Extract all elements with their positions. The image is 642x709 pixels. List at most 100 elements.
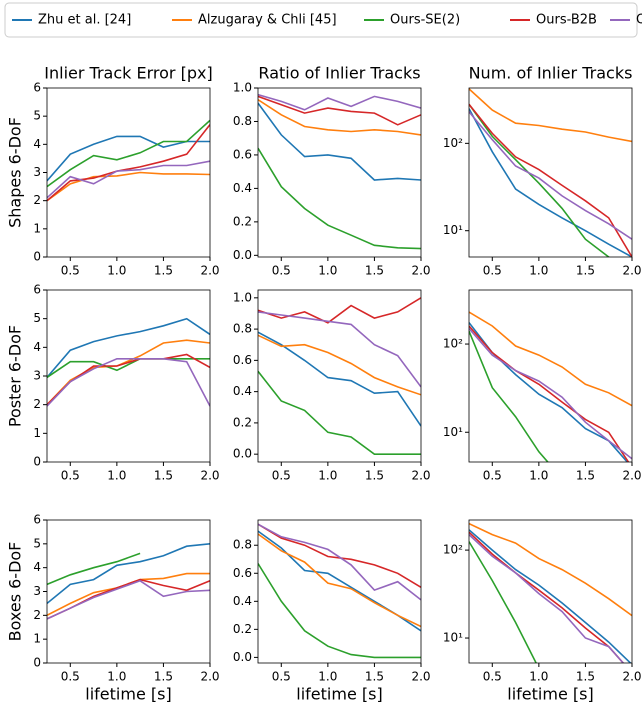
y-tick-label: 0.0	[233, 650, 252, 664]
x-tick-label: 0.5	[483, 264, 502, 278]
panel-title: Num. of Inlier Tracks	[469, 64, 633, 83]
x-tick-label: 1.0	[107, 469, 126, 483]
y-tick-label: 0.2	[233, 622, 252, 636]
y-tick-label: 0.4	[233, 594, 252, 608]
x-tick-label: 0.5	[483, 670, 502, 684]
x-tick-label: 2.0	[200, 670, 219, 684]
series-line	[469, 330, 549, 462]
series-line	[469, 541, 538, 663]
plot-frame	[468, 519, 633, 664]
x-tick-label: 1.0	[318, 670, 337, 684]
y-tick-label: 10²	[443, 136, 463, 150]
y-tick-label: 1	[33, 221, 41, 235]
x-tick-label: 1.5	[576, 469, 595, 483]
series-line	[47, 358, 210, 379]
legend-label: Alzugaray & Chli [45]	[198, 13, 337, 28]
y-tick-label: 1.0	[233, 290, 252, 304]
legend-label: Ours-SE(2)	[390, 13, 460, 28]
plot-frame	[257, 519, 422, 664]
y-axis-label: Poster 6-DoF	[6, 325, 25, 427]
y-tick-label: 1.0	[233, 81, 252, 95]
series-line	[47, 572, 210, 617]
series-line	[47, 135, 210, 182]
y-tick-label: 0	[33, 250, 41, 264]
x-tick-label: 2.0	[200, 264, 219, 278]
panel-title: Inlier Track Error [px]	[44, 64, 212, 83]
series-line	[258, 523, 421, 588]
x-tick-label: 2.0	[622, 264, 641, 278]
x-tick-label: 2.0	[200, 469, 219, 483]
y-tick-label: 6	[33, 513, 41, 527]
x-tick-label: 1.0	[318, 469, 337, 483]
y-tick-label: 10¹	[443, 425, 463, 439]
series-line	[258, 102, 421, 181]
y-axis-label: Shapes 6-DoF	[6, 117, 25, 228]
series-line	[258, 331, 421, 427]
series-line	[469, 111, 632, 240]
series-line	[258, 523, 421, 601]
y-tick-label: 1	[33, 426, 41, 440]
legend-label: Ours-B2B	[536, 13, 597, 28]
x-tick-label: 0.5	[272, 264, 291, 278]
y-tick-label: 0.0	[233, 248, 252, 262]
series-line	[469, 325, 630, 462]
series-line	[469, 103, 632, 257]
series-line	[469, 103, 610, 257]
series-line	[258, 147, 421, 250]
legend-label: Zhu et al. [24]	[38, 13, 131, 28]
x-tick-label: 1.5	[365, 670, 384, 684]
x-tick-label: 1.0	[318, 264, 337, 278]
plot-frame	[468, 87, 633, 258]
y-tick-label: 0.8	[233, 538, 252, 552]
x-tick-label: 2.0	[411, 264, 430, 278]
y-tick-label: 0.4	[233, 384, 252, 398]
y-tick-label: 3	[33, 584, 41, 598]
x-tick-label: 2.0	[622, 670, 641, 684]
series-line	[258, 334, 421, 396]
series-line	[47, 317, 210, 378]
y-tick-label: 10²	[443, 337, 463, 351]
y-tick-label: 0	[33, 455, 41, 469]
x-tick-label: 1.5	[365, 264, 384, 278]
x-tick-label: 1.5	[154, 670, 173, 684]
y-tick-label: 0.6	[233, 566, 252, 580]
series-line	[47, 552, 141, 586]
panel-title: Ratio of Inlier Tracks	[258, 64, 420, 83]
y-axis-label: Boxes 6-DoF	[6, 542, 25, 642]
series-line	[469, 529, 632, 663]
x-tick-label: 1.5	[154, 264, 173, 278]
y-tick-label: 1	[33, 632, 41, 646]
y-tick-label: 5	[33, 311, 41, 325]
x-axis-label: lifetime [s]	[85, 685, 171, 704]
x-tick-label: 1.5	[365, 469, 384, 483]
series-line	[258, 530, 421, 632]
x-tick-label: 1.5	[576, 670, 595, 684]
series-line	[469, 327, 632, 460]
x-tick-label: 0.5	[61, 264, 80, 278]
series-line	[47, 119, 210, 188]
series-line	[47, 543, 210, 605]
plot-frame	[46, 519, 211, 664]
plot-frame	[257, 87, 422, 258]
plot-frame	[46, 289, 211, 463]
y-tick-label: 0.6	[233, 147, 252, 161]
y-tick-label: 4	[33, 560, 41, 574]
x-tick-label: 1.5	[154, 469, 173, 483]
x-tick-label: 1.5	[576, 264, 595, 278]
legend-label: Ours	[636, 13, 642, 28]
series-line	[47, 160, 210, 199]
series-line	[47, 358, 210, 407]
series-line	[258, 311, 421, 388]
plot-frame	[257, 289, 422, 463]
x-tick-label: 0.5	[61, 670, 80, 684]
y-tick-label: 0.6	[233, 353, 252, 367]
x-tick-label: 2.0	[411, 469, 430, 483]
y-tick-label: 4	[33, 340, 41, 354]
legend-box	[4, 2, 638, 38]
y-tick-label: 3	[33, 165, 41, 179]
y-tick-label: 0.4	[233, 181, 252, 195]
series-line	[469, 88, 632, 143]
y-tick-label: 6	[33, 283, 41, 297]
y-tick-label: 2	[33, 608, 41, 622]
y-tick-label: 5	[33, 536, 41, 550]
